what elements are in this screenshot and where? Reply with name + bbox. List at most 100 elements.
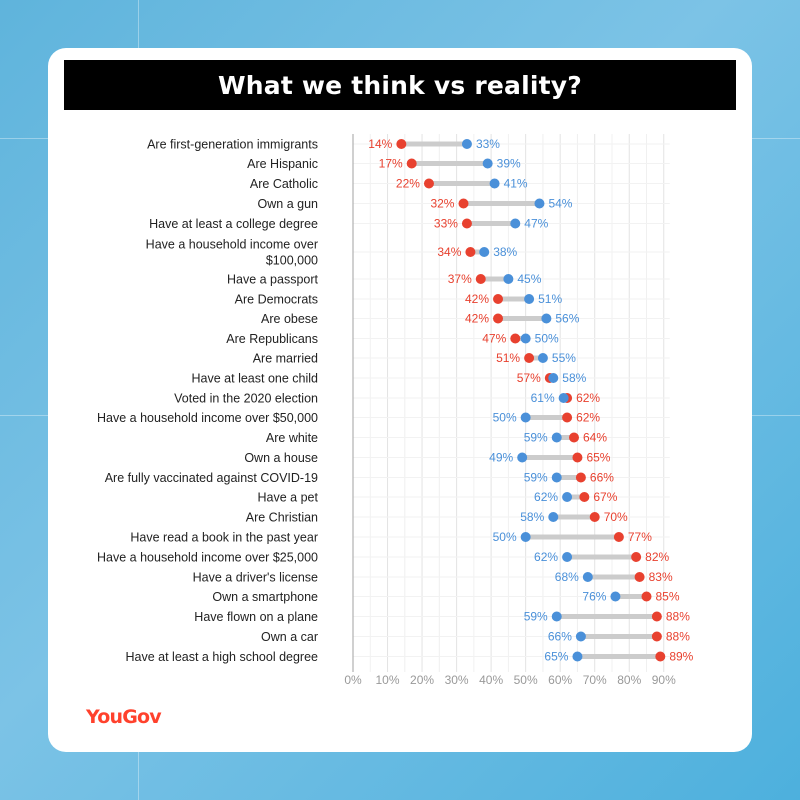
x-tick-label: 10%	[376, 673, 400, 687]
row-label: Voted in the 2020 election	[174, 392, 318, 406]
dumbbell-chart: 0% 10% 20% 30% 40% 50% 60% 70% 80% 90% Are first-g…	[97, 134, 694, 687]
red-value-label: 88%	[666, 630, 690, 644]
red-dot	[493, 313, 504, 324]
red-value-label: 66%	[590, 471, 614, 485]
row-label: Are Christian	[246, 511, 318, 525]
row-label: Have a household income over $25,000	[97, 551, 318, 565]
row-label: Have a driver's license	[193, 571, 318, 585]
red-dot	[641, 591, 652, 602]
blue-dot	[582, 572, 593, 582]
blue-dot	[548, 512, 559, 522]
blue-dot	[562, 552, 573, 562]
blue-value-label: 76%	[582, 590, 606, 604]
blue-value-label: 33%	[476, 137, 500, 151]
red-value-label: 37%	[448, 272, 472, 286]
red-value-label: 22%	[396, 177, 420, 191]
x-tick-label: 80%	[617, 673, 641, 687]
red-dot	[562, 412, 573, 423]
blue-value-label: 54%	[548, 197, 572, 211]
blue-value-label: 61%	[531, 391, 555, 405]
blue-dot	[489, 178, 500, 189]
red-value-label: 47%	[482, 332, 506, 346]
red-value-label: 67%	[593, 490, 617, 504]
red-value-label: 64%	[583, 431, 607, 445]
blue-value-label: 66%	[548, 630, 572, 644]
x-tick-label: 90%	[652, 673, 676, 687]
red-value-label: 70%	[604, 510, 628, 524]
red-value-label: 65%	[586, 451, 610, 465]
row-label: $100,000	[266, 254, 318, 268]
x-tick-label: 70%	[583, 673, 607, 687]
row-label: Own a gun	[258, 197, 319, 211]
red-dot	[655, 651, 666, 662]
blue-value-label: 58%	[562, 371, 586, 385]
blue-dot	[558, 393, 569, 403]
red-dot	[493, 294, 504, 304]
row-label: Have a household income over $50,000	[97, 411, 318, 425]
row-label: Own a smartphone	[212, 590, 318, 604]
row-label: Have a pet	[258, 491, 319, 505]
blue-dot	[575, 631, 586, 642]
row-label: Have at least a high school degree	[126, 650, 319, 664]
red-dot	[634, 572, 645, 582]
red-value-label: 89%	[669, 650, 693, 664]
red-value-label: 32%	[430, 197, 454, 211]
blue-value-label: 38%	[493, 245, 517, 259]
row-label: Have read a book in the past year	[130, 531, 318, 545]
blue-dot	[537, 353, 548, 363]
blue-value-label: 59%	[524, 610, 548, 624]
blue-value-label: 45%	[517, 272, 541, 286]
red-value-label: 88%	[666, 610, 690, 624]
blue-dot	[503, 274, 514, 284]
row-label: Have at least a college degree	[149, 217, 318, 231]
red-value-label: 62%	[576, 391, 600, 405]
blue-dot	[524, 294, 535, 304]
red-dot	[631, 552, 642, 562]
red-dot	[396, 139, 407, 149]
blue-value-label: 50%	[493, 530, 517, 544]
chart-card: What we think vs reality? 0% 10% 20% 30% 40%…	[48, 48, 752, 752]
row-label: Have flown on a plane	[194, 610, 318, 624]
blue-value-label: 59%	[524, 431, 548, 445]
chart-title: What we think vs reality?	[217, 70, 583, 100]
row-label: Are first-generation immigrants	[147, 138, 318, 152]
row-label: Are Republicans	[226, 332, 318, 346]
red-dot	[465, 247, 476, 257]
blue-value-label: 41%	[504, 177, 528, 191]
x-tick-label: 20%	[410, 673, 434, 687]
row-label: Are obese	[261, 312, 318, 326]
row-label: Have at least one child	[192, 372, 319, 386]
red-value-label: 42%	[465, 312, 489, 326]
blue-dot	[548, 373, 559, 383]
red-dot	[458, 198, 469, 209]
row-label: Own a car	[261, 630, 318, 644]
blue-dot	[551, 472, 562, 483]
red-dot	[524, 353, 535, 363]
row-label: Have a household income over	[146, 238, 318, 252]
blue-value-label: 59%	[524, 471, 548, 485]
red-value-label: 77%	[628, 530, 652, 544]
blue-dot	[510, 218, 521, 229]
red-value-label: 57%	[517, 371, 541, 385]
row-label: Are Hispanic	[247, 157, 318, 171]
red-dot	[406, 158, 417, 169]
red-value-label: 42%	[465, 292, 489, 306]
red-value-label: 51%	[496, 351, 520, 365]
red-value-label: 82%	[645, 550, 669, 564]
blue-dot	[520, 532, 531, 542]
blue-value-label: 65%	[544, 650, 568, 664]
x-tick-label: 30%	[445, 673, 469, 687]
row-label: Are white	[266, 431, 318, 445]
blue-value-label: 39%	[497, 157, 521, 171]
x-tick-label: 50%	[514, 673, 538, 687]
blue-value-label: 51%	[538, 292, 562, 306]
blue-value-label: 62%	[534, 490, 558, 504]
red-value-label: 83%	[649, 570, 673, 584]
red-dot	[651, 611, 662, 622]
blue-dot	[520, 333, 531, 344]
blue-value-label: 47%	[524, 217, 548, 231]
x-tick-label: 40%	[479, 673, 503, 687]
red-dot	[510, 333, 521, 344]
row-label: Own a house	[244, 451, 318, 465]
red-dot	[579, 492, 590, 502]
